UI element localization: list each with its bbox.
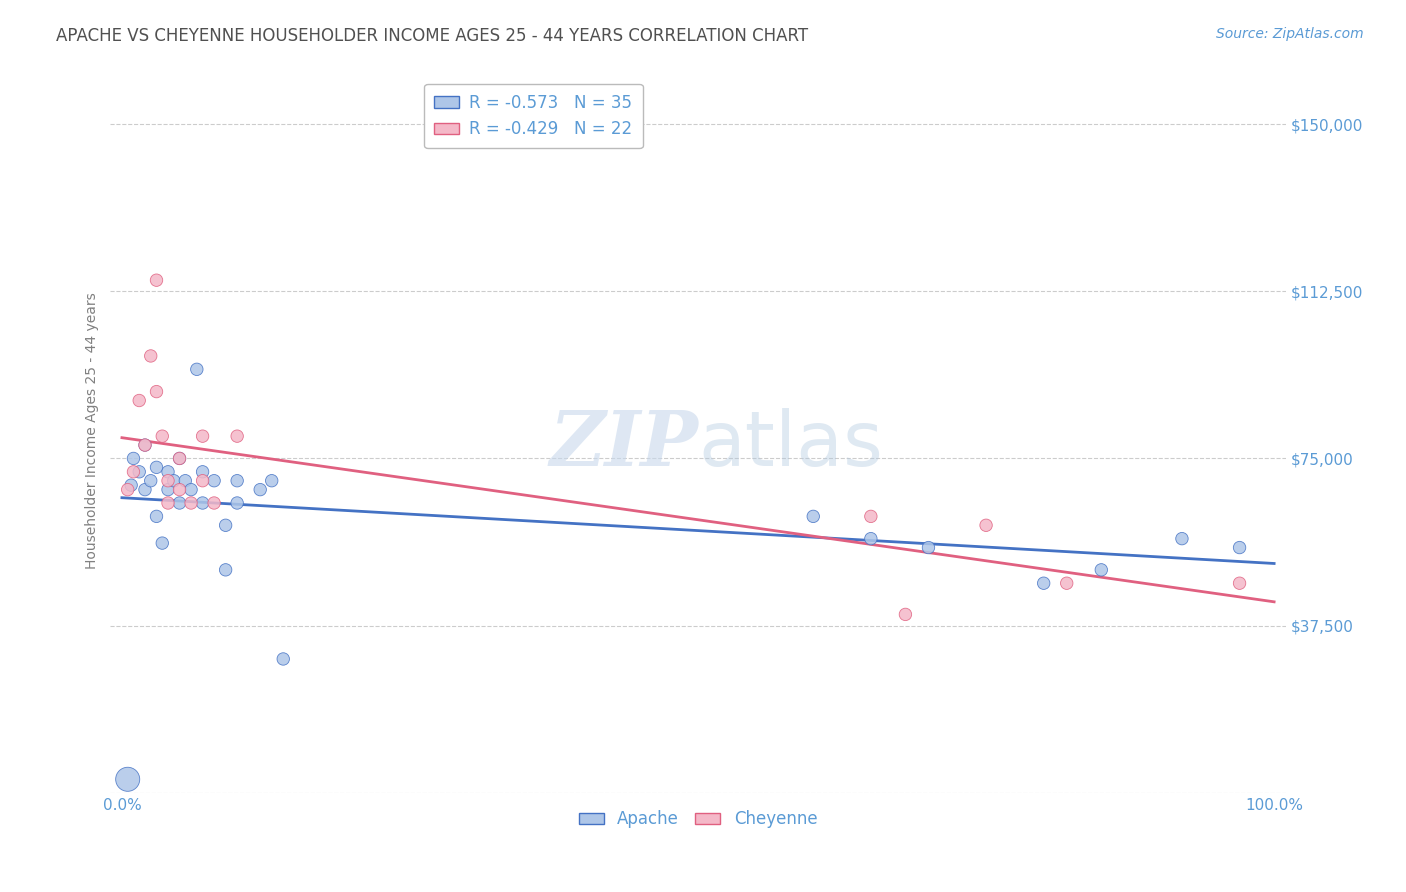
Point (186, 362, 208, 376)
Point (150, 536, 173, 550)
Point (859, 509, 882, 524)
Point (169, 451, 191, 466)
Point (191, 474, 214, 488)
Point (894, 607, 917, 622)
Point (139, 474, 162, 488)
Point (169, 483, 191, 497)
Point (191, 429, 214, 443)
Text: atlas: atlas (697, 408, 883, 482)
Point (180, 483, 202, 497)
Point (1171, 532, 1194, 546)
Point (202, 474, 225, 488)
Point (1032, 576, 1054, 591)
Point (139, 349, 162, 363)
Point (917, 541, 939, 555)
Point (145, 460, 167, 475)
Point (174, 474, 197, 488)
Point (202, 496, 225, 510)
Point (134, 483, 156, 497)
Point (150, 429, 173, 443)
Point (801, 509, 824, 524)
Legend: Apache, Cheyenne: Apache, Cheyenne (572, 804, 824, 835)
Point (859, 532, 882, 546)
Text: ZIP: ZIP (550, 408, 697, 482)
Point (226, 474, 249, 488)
Point (169, 496, 191, 510)
Point (191, 465, 214, 479)
Point (157, 483, 180, 497)
Point (145, 384, 167, 399)
Point (157, 465, 180, 479)
Point (271, 652, 294, 666)
Point (157, 474, 180, 488)
Text: Source: ZipAtlas.com: Source: ZipAtlas.com (1216, 27, 1364, 41)
Y-axis label: Householder Income Ages 25 - 44 years: Householder Income Ages 25 - 44 years (86, 293, 100, 569)
Point (128, 465, 150, 479)
Point (249, 483, 271, 497)
Point (128, 393, 150, 408)
Point (180, 496, 202, 510)
Point (145, 273, 167, 287)
Point (157, 496, 180, 510)
Point (226, 496, 249, 510)
Point (120, 478, 142, 492)
Point (169, 451, 191, 466)
Point (163, 474, 186, 488)
Point (117, 772, 139, 787)
Point (1090, 563, 1112, 577)
Point (134, 438, 156, 452)
Point (1229, 576, 1251, 591)
Point (1056, 576, 1078, 591)
Point (214, 518, 236, 533)
Point (134, 438, 156, 452)
Point (122, 451, 145, 466)
Point (214, 563, 236, 577)
Point (191, 496, 214, 510)
Point (1229, 541, 1251, 555)
Point (260, 474, 283, 488)
Point (974, 518, 997, 533)
Point (117, 483, 139, 497)
Text: APACHE VS CHEYENNE HOUSEHOLDER INCOME AGES 25 - 44 YEARS CORRELATION CHART: APACHE VS CHEYENNE HOUSEHOLDER INCOME AG… (56, 27, 808, 45)
Point (145, 509, 167, 524)
Point (122, 465, 145, 479)
Point (226, 429, 249, 443)
